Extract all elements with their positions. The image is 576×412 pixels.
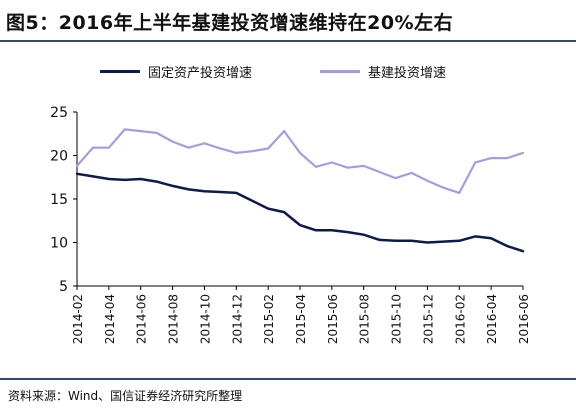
y-tick-label: 10: [50, 236, 68, 252]
x-tick-label: 2016-02: [453, 294, 467, 344]
x-tick-label: 2016-06: [517, 294, 531, 344]
x-tick-label: 2014-06: [135, 294, 149, 344]
source-note: 资料来源：Wind、国信证券经济研究所整理: [8, 389, 243, 403]
chart-legend: 固定资产投资增速 基建投资增速: [0, 62, 576, 82]
series-line-infrastructure: [75, 128, 525, 194]
x-tick-label: 2014-02: [71, 294, 85, 344]
legend-item-infrastructure: 基建投资增速: [320, 62, 446, 81]
x-tick-label: 2015-04: [294, 294, 308, 344]
legend-swatch-infrastructure: [320, 70, 360, 73]
legend-label-fixed-asset: 固定资产投资增速: [148, 66, 253, 81]
x-tick-label: 2016-04: [485, 294, 499, 344]
legend-swatch-fixed-asset: [100, 70, 140, 73]
x-tick-label: 2014-10: [198, 294, 212, 344]
title-bar: 图5：2016年上半年基建投资增速维持在20%左右: [0, 0, 576, 42]
x-tick-label: 2014-04: [103, 294, 117, 344]
x-tick-label: 2015-06: [326, 294, 340, 344]
x-tick-label: 2015-02: [262, 294, 276, 344]
chart-title: 图5：2016年上半年基建投资增速维持在20%左右: [6, 12, 454, 34]
y-tick-label: 25: [50, 105, 68, 121]
y-tick-label: 20: [50, 149, 68, 165]
x-tick-label: 2015-12: [421, 294, 435, 344]
y-tick-label: 5: [59, 279, 68, 295]
legend-label-infrastructure: 基建投资增速: [368, 66, 447, 81]
x-tick-label: 2014-12: [230, 294, 244, 344]
legend-item-fixed-asset: 固定资产投资增速: [100, 62, 252, 81]
x-tick-label: 2015-10: [390, 294, 404, 344]
line-chart: 5 10 15 20 25 2014-02 2014-04 2014-06 2014-08 201…: [50, 105, 531, 344]
y-tick-label: 15: [50, 192, 68, 208]
series-line-fixed-asset: [75, 172, 525, 253]
x-tick-label: 2015-08: [358, 294, 372, 344]
source-bar: 资料来源：Wind、国信证券经济研究所整理: [0, 378, 576, 412]
x-tick-label: 2014-08: [167, 294, 181, 344]
